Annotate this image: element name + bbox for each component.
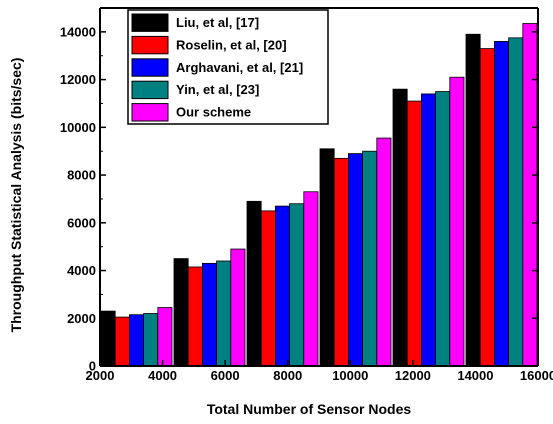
bar-3-group-3	[274, 205, 290, 367]
legend-swatch	[131, 13, 169, 32]
x-tick-label: 14000	[457, 368, 493, 383]
bar-4-group-5	[435, 91, 451, 367]
bar-4-group-4	[362, 150, 378, 367]
bar-1-group-4	[319, 148, 335, 367]
bar-3-group-1	[128, 314, 144, 367]
bar-2-group-4	[333, 157, 349, 367]
bar-1-group-6	[465, 33, 481, 367]
bar-2-group-5	[406, 100, 422, 367]
x-tick-label: 10000	[332, 368, 368, 383]
bar-5-group-2	[230, 248, 246, 367]
bar-4-group-2	[216, 260, 232, 367]
x-tick-label: 2000	[86, 368, 115, 383]
y-tick-label: 0	[89, 359, 96, 374]
bar-1-group-2	[173, 258, 189, 367]
x-tick-label: 16000	[520, 368, 553, 383]
y-tick-label: 4000	[67, 263, 96, 278]
legend: Liu, et al, [17] Roselin, et al, [20] Argh…	[127, 9, 329, 125]
bar-2-group-1	[114, 316, 130, 367]
legend-swatch	[131, 80, 169, 100]
bar-5-group-6	[522, 23, 538, 367]
bar-4-group-6	[508, 37, 524, 367]
bar-5-group-4	[376, 137, 392, 367]
bar-3-group-6	[493, 41, 509, 367]
axes-layer	[99, 7, 539, 367]
x-tick-label: 6000	[211, 368, 240, 383]
y-axis-title: Throughput Statistical Analysis (bits/se…	[8, 58, 24, 333]
legend-swatch	[131, 35, 169, 55]
bar-2-group-6	[479, 48, 495, 367]
y-tick-label: 12000	[60, 72, 96, 87]
legend-swatch	[131, 58, 169, 77]
bars-layer	[100, 23, 538, 367]
x-tick-label: 8000	[273, 368, 302, 383]
bar-1-group-1	[100, 310, 116, 367]
legend-label: Liu, et al, [17]	[176, 15, 259, 30]
bar-1-group-3	[246, 200, 262, 367]
bar-2-group-2	[187, 266, 203, 367]
y-tick-label: 14000	[60, 24, 96, 39]
bar-2-group-3	[260, 210, 276, 367]
bar-3-group-2	[201, 262, 217, 367]
y-tick-label: 10000	[60, 120, 96, 135]
y-tick-label: 8000	[67, 168, 96, 183]
bar-4-group-1	[143, 313, 159, 367]
legend-label: Our scheme	[176, 105, 251, 120]
legend-swatch	[131, 103, 169, 122]
x-tick-label: 12000	[395, 368, 431, 383]
bar-5-group-5	[449, 76, 465, 367]
y-tick-label: 2000	[67, 311, 96, 326]
bar-1-group-5	[392, 88, 408, 367]
bar-4-group-3	[289, 203, 305, 367]
bar-3-group-5	[420, 93, 436, 367]
bar-5-group-3	[303, 191, 319, 367]
legend-label: Arghavani, et al, [21]	[176, 60, 303, 75]
y-tick-label: 6000	[67, 215, 96, 230]
legend-label: Roselin, et al, [20]	[176, 37, 287, 52]
x-tick-label: 4000	[148, 368, 177, 383]
bar-5-group-1	[157, 307, 173, 367]
x-axis-title: Total Number of Sensor Nodes	[207, 401, 412, 417]
bar-3-group-4	[347, 153, 363, 367]
legend-label: Yin, et al, [23]	[176, 82, 259, 97]
